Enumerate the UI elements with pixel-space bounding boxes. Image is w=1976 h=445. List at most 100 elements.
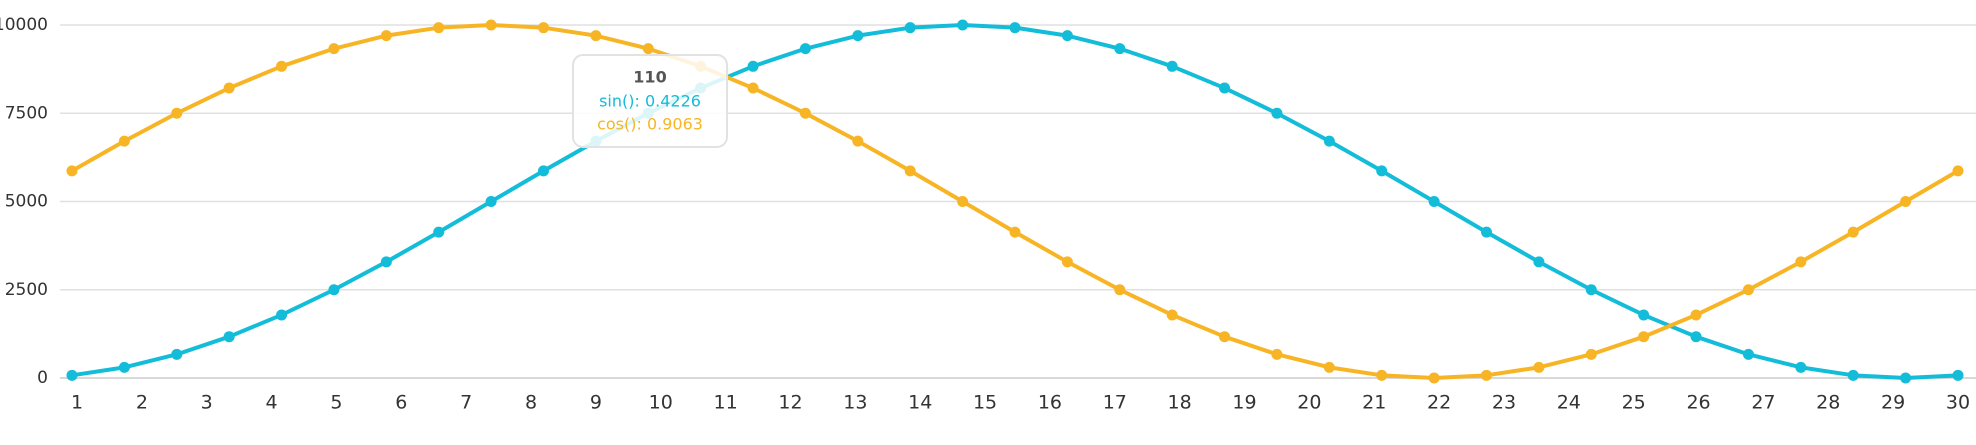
point <box>1795 361 1807 373</box>
point <box>538 165 549 177</box>
point <box>957 19 969 31</box>
x-tick-label: 11 <box>714 392 738 414</box>
x-tick-label: 24 <box>1557 392 1581 414</box>
point <box>1323 361 1335 373</box>
x-tick-label: 8 <box>525 392 537 414</box>
point <box>276 60 288 72</box>
y-tick-label: 2500 <box>5 280 48 300</box>
point <box>1166 60 1178 72</box>
point <box>1061 256 1073 268</box>
point <box>1061 30 1073 42</box>
point <box>852 135 864 147</box>
point <box>1585 284 1597 296</box>
point <box>328 284 340 296</box>
point <box>1114 43 1126 55</box>
point <box>485 196 497 207</box>
x-tick-label: 4 <box>266 392 278 414</box>
x-tick-label: 20 <box>1297 392 1321 414</box>
point <box>433 226 445 238</box>
x-tick-label: 14 <box>908 392 932 414</box>
x-tick-label: 13 <box>843 392 867 414</box>
point <box>66 165 78 177</box>
point <box>118 135 130 147</box>
point <box>223 331 235 343</box>
x-tick-label: 22 <box>1427 392 1451 414</box>
point <box>538 22 549 34</box>
point <box>118 361 130 373</box>
point <box>1114 284 1126 296</box>
point <box>171 107 183 119</box>
point <box>1166 309 1178 321</box>
point <box>747 60 759 72</box>
point <box>1585 348 1597 360</box>
point <box>904 22 916 34</box>
point <box>1742 284 1754 296</box>
point <box>1481 369 1492 381</box>
tooltip: 110 sin(): 0.4226 cos(): 0.9063 <box>572 54 728 148</box>
point <box>1900 372 1912 384</box>
point <box>1690 331 1702 343</box>
point <box>380 30 392 42</box>
point <box>1271 107 1283 119</box>
point <box>1900 196 1912 207</box>
x-tick-label: 7 <box>460 392 472 414</box>
point <box>433 22 445 34</box>
point <box>171 348 183 360</box>
point <box>1428 372 1440 384</box>
grid: 0250050007500100001234567891011121314151… <box>0 15 1976 414</box>
point <box>1952 369 1964 381</box>
x-tick-label: 21 <box>1362 392 1386 414</box>
x-tick-label: 17 <box>1103 392 1127 414</box>
x-tick-label: 6 <box>395 392 407 414</box>
tooltip-title: 110 <box>633 68 666 87</box>
point <box>590 30 602 42</box>
point <box>1952 165 1964 177</box>
point <box>1847 369 1859 381</box>
point <box>1638 331 1650 343</box>
x-tick-label: 19 <box>1232 392 1256 414</box>
point <box>1533 256 1545 268</box>
point <box>904 165 916 177</box>
y-tick-label: 0 <box>37 368 48 388</box>
point <box>747 82 759 94</box>
point <box>1009 22 1021 34</box>
x-tick-label: 5 <box>330 392 342 414</box>
tooltip-line: cos(): 0.9063 <box>597 115 703 134</box>
point <box>1428 196 1440 207</box>
point <box>276 309 288 321</box>
point <box>1638 309 1650 321</box>
point <box>223 82 235 94</box>
point <box>957 196 969 207</box>
tooltip-line: sin(): 0.4226 <box>599 92 701 111</box>
point <box>799 107 811 119</box>
x-tick-label: 15 <box>973 392 997 414</box>
point <box>485 19 497 31</box>
x-tick-label: 3 <box>201 392 213 414</box>
point <box>1376 165 1388 177</box>
point <box>1742 348 1754 360</box>
x-tick-label: 1 <box>71 392 83 414</box>
point <box>1219 331 1231 343</box>
y-tick-label: 7500 <box>5 103 48 123</box>
x-tick-label: 18 <box>1168 392 1192 414</box>
point <box>852 30 864 42</box>
point <box>1533 361 1545 373</box>
y-tick-label: 5000 <box>5 192 48 212</box>
x-tick-label: 23 <box>1492 392 1516 414</box>
point <box>642 43 654 55</box>
point <box>1323 135 1335 147</box>
point <box>1376 369 1388 381</box>
point <box>328 43 340 55</box>
point <box>1009 226 1021 238</box>
x-tick-label: 16 <box>1038 392 1062 414</box>
x-tick-label: 30 <box>1946 392 1970 414</box>
point <box>380 256 392 268</box>
tooltip-box <box>572 54 728 148</box>
x-tick-label: 12 <box>778 392 802 414</box>
x-tick-label: 29 <box>1881 392 1905 414</box>
x-tick-label: 27 <box>1751 392 1775 414</box>
point <box>1847 226 1859 238</box>
point <box>1690 309 1702 321</box>
point <box>66 369 78 381</box>
